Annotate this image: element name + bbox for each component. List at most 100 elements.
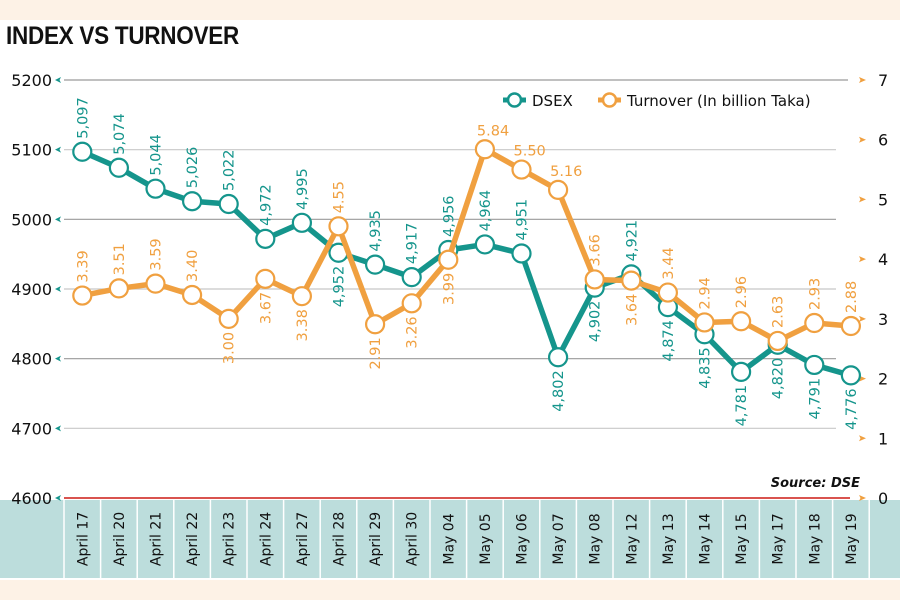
data-label-turnover: 2.63 bbox=[771, 296, 787, 328]
data-point bbox=[730, 311, 752, 332]
data-label-dsex: 4,935 bbox=[368, 210, 384, 252]
gridlines bbox=[64, 79, 850, 499]
data-point bbox=[621, 270, 642, 291]
data-point bbox=[804, 312, 825, 334]
data-label-dsex: 4,874 bbox=[661, 320, 677, 362]
left-tick-arrow-icon bbox=[55, 286, 61, 292]
data-labels-dsex: 5,097 5,074 5,044 5,026 5,022 4,972 4,995 4,952… bbox=[75, 97, 860, 430]
x-tick-label: May 07 bbox=[551, 513, 567, 564]
series-turnover bbox=[72, 139, 862, 352]
right-tick-arrow-icon bbox=[859, 196, 866, 203]
data-label-turnover: 3.39 bbox=[75, 250, 91, 282]
x-tick-label: May 13 bbox=[661, 513, 677, 564]
x-tick-label: April 27 bbox=[295, 512, 311, 566]
legend-label-dsex: DSEX bbox=[532, 92, 573, 110]
left-tick-label: 4900 bbox=[11, 280, 52, 299]
data-label-turnover: 5.84 bbox=[477, 123, 509, 139]
data-point bbox=[511, 159, 532, 180]
data-label-turnover: 3.00 bbox=[222, 332, 238, 364]
x-tick-label: May 05 bbox=[478, 513, 494, 564]
data-label-dsex: 5,074 bbox=[112, 113, 128, 155]
data-label-turnover: 3.26 bbox=[405, 316, 421, 348]
data-point bbox=[474, 234, 495, 255]
right-tick-arrow-icon bbox=[859, 256, 866, 263]
legend-label-turnover: Turnover (In billion Taka) bbox=[626, 92, 811, 110]
x-tick-label: April 23 bbox=[222, 512, 238, 566]
data-label-turnover: 3.66 bbox=[588, 234, 604, 266]
data-label-dsex: 4,776 bbox=[844, 388, 860, 430]
data-label-dsex: 4,917 bbox=[405, 223, 421, 265]
data-point bbox=[291, 286, 312, 307]
x-tick-label: May 15 bbox=[734, 513, 750, 564]
data-label-turnover: 5.50 bbox=[514, 144, 546, 160]
data-label-turnover: 3.38 bbox=[295, 309, 311, 341]
data-point bbox=[108, 278, 130, 299]
left-tick-label: 4800 bbox=[11, 350, 52, 369]
data-point bbox=[657, 282, 679, 303]
top-band bbox=[0, 0, 900, 20]
data-point bbox=[767, 330, 788, 352]
right-tick-label: 5 bbox=[878, 190, 888, 209]
data-point bbox=[694, 312, 715, 333]
x-tick-label: May 14 bbox=[698, 513, 714, 564]
left-tick-label: 5100 bbox=[11, 141, 52, 160]
source-note: Source: DSE bbox=[771, 476, 860, 491]
dsex-marker-icon bbox=[506, 92, 523, 108]
data-label-dsex: 4,972 bbox=[258, 184, 274, 226]
data-label-dsex: 4,951 bbox=[515, 199, 531, 241]
data-label-turnover: 3.51 bbox=[112, 243, 128, 275]
right-axis: 7 6 5 4 3 2 1 0 bbox=[859, 71, 888, 508]
legend-item-dsex: DSEX bbox=[503, 92, 573, 110]
left-tick-arrow-icon bbox=[55, 495, 61, 501]
data-label-turnover: 4.55 bbox=[332, 181, 348, 213]
data-point bbox=[438, 249, 459, 270]
right-tick-arrow-icon bbox=[859, 495, 866, 501]
data-point bbox=[547, 179, 569, 200]
series-line-turnover bbox=[81, 146, 852, 344]
category-band-bg bbox=[0, 500, 900, 578]
data-point bbox=[328, 216, 349, 237]
left-tick-label: 5200 bbox=[11, 71, 52, 90]
data-label-turnover: 2.96 bbox=[734, 276, 750, 308]
x-tick-label: April 17 bbox=[75, 512, 91, 566]
x-tick-label: May 17 bbox=[771, 513, 787, 564]
data-point bbox=[108, 157, 130, 178]
data-label-dsex: 5,044 bbox=[149, 134, 165, 176]
data-label-dsex: 5,097 bbox=[75, 97, 91, 139]
data-point bbox=[255, 228, 276, 249]
legend-item-turnover: Turnover (In billion Taka) bbox=[598, 92, 811, 110]
data-label-turnover: 3.44 bbox=[661, 247, 677, 279]
x-tick-label: May 12 bbox=[624, 513, 640, 564]
left-tick-label: 5000 bbox=[11, 210, 52, 229]
data-point bbox=[401, 267, 422, 288]
x-tick-label: April 29 bbox=[368, 512, 384, 566]
data-point bbox=[511, 243, 532, 264]
data-label-dsex: 4,964 bbox=[478, 190, 494, 232]
data-label-turnover: 2.91 bbox=[368, 337, 384, 369]
data-label-dsex: 4,956 bbox=[441, 195, 457, 237]
x-tick-label: May 18 bbox=[807, 513, 823, 564]
data-point bbox=[584, 269, 605, 290]
data-label-turnover: 3.64 bbox=[624, 294, 640, 326]
series-line-dsex bbox=[81, 149, 852, 379]
right-tick-arrow-icon bbox=[859, 435, 866, 442]
right-tick-label: 2 bbox=[878, 370, 888, 389]
data-label-turnover: 3.40 bbox=[185, 250, 201, 282]
data-point bbox=[365, 314, 386, 335]
data-point bbox=[182, 284, 203, 306]
data-label-dsex: 4,802 bbox=[551, 370, 567, 412]
left-tick-arrow-icon bbox=[55, 77, 61, 83]
data-label-dsex: 4,995 bbox=[295, 168, 311, 210]
turnover-marker-icon bbox=[601, 92, 618, 108]
chart-title: INDEX VS TURNOVER bbox=[6, 22, 239, 50]
data-label-dsex: 4,902 bbox=[588, 301, 604, 343]
data-point bbox=[840, 315, 862, 337]
right-tick-label: 7 bbox=[878, 71, 888, 90]
category-band: April 17 April 20 April 21 April 22 April 23… bbox=[0, 500, 900, 580]
data-label-dsex: 4,952 bbox=[332, 266, 348, 308]
right-tick-arrow-icon bbox=[859, 315, 866, 322]
data-label-dsex: 5,026 bbox=[185, 147, 201, 189]
right-tick-label: 0 bbox=[878, 489, 888, 508]
left-tick-label: 4600 bbox=[11, 489, 52, 508]
